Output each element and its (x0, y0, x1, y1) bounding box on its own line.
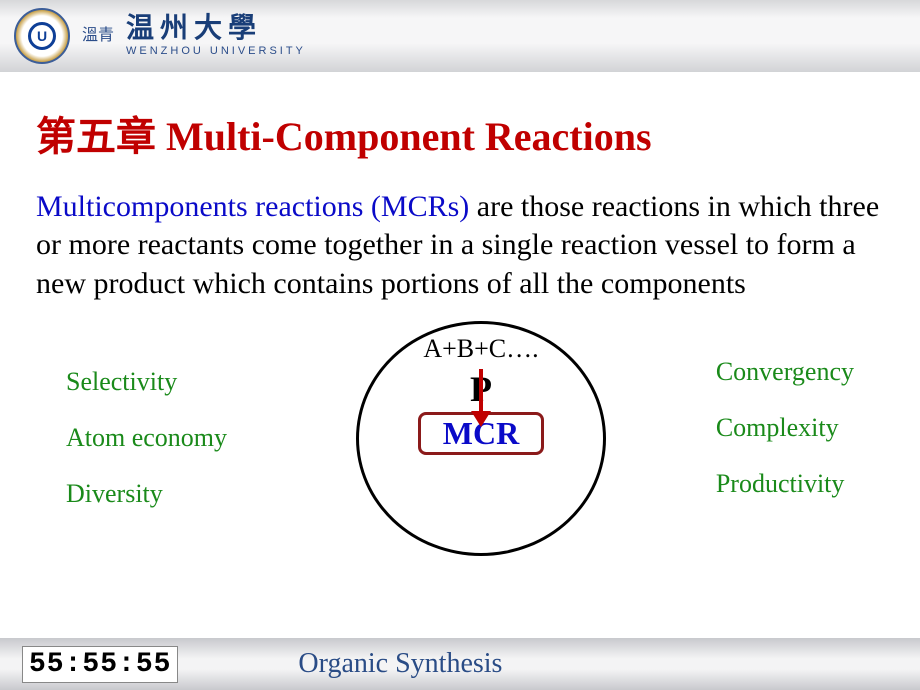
slide-title: 第五章 Multi-Component Reactions (36, 104, 884, 162)
course-title: Organic Synthesis (298, 648, 502, 680)
header-bar: U 溫青 温州大學 WENZHOU UNIVERSITY (0, 0, 920, 72)
term-convergency: Convergency (716, 357, 854, 387)
term-productivity: Productivity (716, 469, 854, 499)
term-selectivity: Selectivity (66, 367, 227, 397)
mcr-diagram: Selectivity Atom economy Diversity A+B+C… (36, 321, 884, 571)
clock-display: 55:55:55 (22, 646, 178, 683)
slide-content: 第五章 Multi-Component Reactions Multicompo… (0, 72, 920, 571)
university-logo: U (14, 8, 70, 64)
term-complexity: Complexity (716, 413, 854, 443)
university-name-cn: 温州大學 (126, 15, 306, 43)
right-terms: Convergency Complexity Productivity (716, 357, 854, 499)
logo-letter: U (28, 22, 56, 50)
university-seal: 溫青 (78, 11, 118, 61)
footer-bar: 55:55:55 Organic Synthesis (0, 638, 920, 690)
term-diversity: Diversity (66, 479, 227, 509)
reaction-circle: A+B+C…. P MCR (356, 321, 606, 556)
left-terms: Selectivity Atom economy Diversity (66, 367, 227, 509)
definition-text: Multicomponents reactions (MCRs) are tho… (36, 188, 884, 303)
university-name-en: WENZHOU UNIVERSITY (126, 45, 306, 57)
university-name-block: 温州大學 WENZHOU UNIVERSITY (126, 15, 306, 57)
definition-lead: Multicomponents reactions (MCRs) (36, 190, 469, 223)
reactants-formula: A+B+C…. (423, 334, 538, 364)
term-atom-economy: Atom economy (66, 423, 227, 453)
